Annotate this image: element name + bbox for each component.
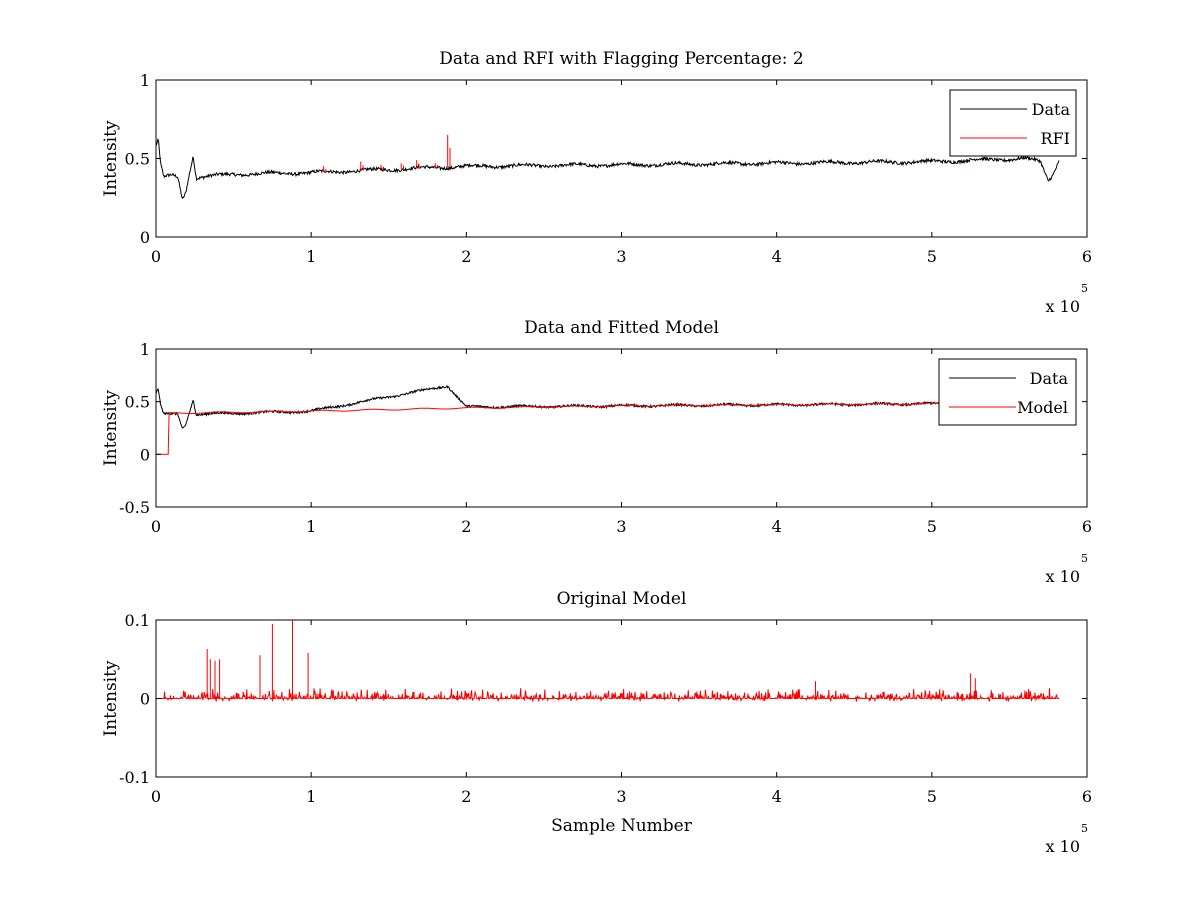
axes-frame	[155, 348, 1088, 508]
x-tick-label: 2	[461, 787, 471, 806]
x-tick-label: 3	[616, 787, 626, 806]
x-tick-label: 4	[772, 787, 782, 806]
y-tick-label: 0.5	[125, 393, 150, 412]
chart-title: Data and RFI with Flagging Percentage: 2	[439, 49, 803, 69]
y-axis-label: Intensity	[101, 120, 121, 196]
x-axis-multiplier-exponent: 5	[1081, 282, 1088, 295]
y-tick-label: 0.5	[125, 150, 150, 169]
x-tick-label: 4	[772, 247, 782, 266]
y-tick-label: 0	[140, 228, 150, 247]
x-tick-label: 5	[927, 247, 937, 266]
series-line-rfi	[323, 134, 966, 173]
x-tick-label: 5	[927, 787, 937, 806]
x-tick-label: 3	[616, 247, 626, 266]
x-axis-label: Sample Number	[551, 816, 693, 836]
x-tick-label: 2	[461, 517, 471, 536]
x-tick-label: 4	[772, 517, 782, 536]
axes-frame	[155, 79, 1088, 238]
legend-label: RFI	[1041, 129, 1070, 148]
x-tick-label: 3	[616, 517, 626, 536]
y-axis-label: Intensity	[101, 660, 121, 736]
y-tick-label: 0	[140, 445, 150, 464]
series-line-data	[156, 138, 1060, 200]
legend-box	[938, 358, 1077, 426]
x-axis-multiplier-exponent: 5	[1081, 822, 1088, 835]
plot-area	[156, 620, 1060, 703]
x-tick-label: 6	[1082, 787, 1092, 806]
plot-area	[156, 384, 940, 455]
x-axis-multiplier: x 10	[1046, 567, 1080, 586]
y-tick-label: 1	[140, 340, 150, 359]
chart-title: Data and Fitted Model	[524, 318, 719, 338]
x-tick-label: 1	[306, 517, 316, 536]
plot-area	[156, 134, 1060, 200]
y-tick-label: -0.5	[119, 498, 150, 517]
y-tick-label: 1	[140, 71, 150, 90]
legend-label: Data	[1032, 100, 1071, 119]
x-tick-label: 6	[1082, 517, 1092, 536]
series-line-model	[156, 620, 1060, 703]
legend: Data RFI	[949, 89, 1077, 157]
y-tick-label: -0.1	[119, 768, 150, 787]
legend: Data Model	[938, 358, 1077, 426]
y-tick-label: 0	[140, 690, 150, 709]
x-axis-multiplier: x 10	[1046, 837, 1080, 856]
x-tick-label: 0	[151, 787, 161, 806]
x-tick-label: 0	[151, 247, 161, 266]
x-axis-multiplier-exponent: 5	[1081, 552, 1088, 565]
x-axis-multiplier: x 10	[1046, 297, 1080, 316]
x-tick-label: 0	[151, 517, 161, 536]
x-tick-label: 2	[461, 247, 471, 266]
y-tick-label: 0.1	[125, 611, 150, 630]
legend-box	[949, 89, 1077, 157]
x-tick-label: 1	[306, 787, 316, 806]
subplot-1: 0 1 2 3 4 5 6 0 0.5 1 Data and RFI with Flagging P…	[101, 49, 1092, 316]
y-axis-label: Intensity	[101, 390, 121, 466]
x-tick-label: 1	[306, 247, 316, 266]
chart-title: Original Model	[557, 589, 687, 609]
legend-label: Model	[1017, 398, 1068, 417]
series-line-model	[156, 402, 940, 455]
x-tick-label: 5	[927, 517, 937, 536]
x-tick-label: 6	[1082, 247, 1092, 266]
legend-label: Data	[1030, 369, 1069, 388]
